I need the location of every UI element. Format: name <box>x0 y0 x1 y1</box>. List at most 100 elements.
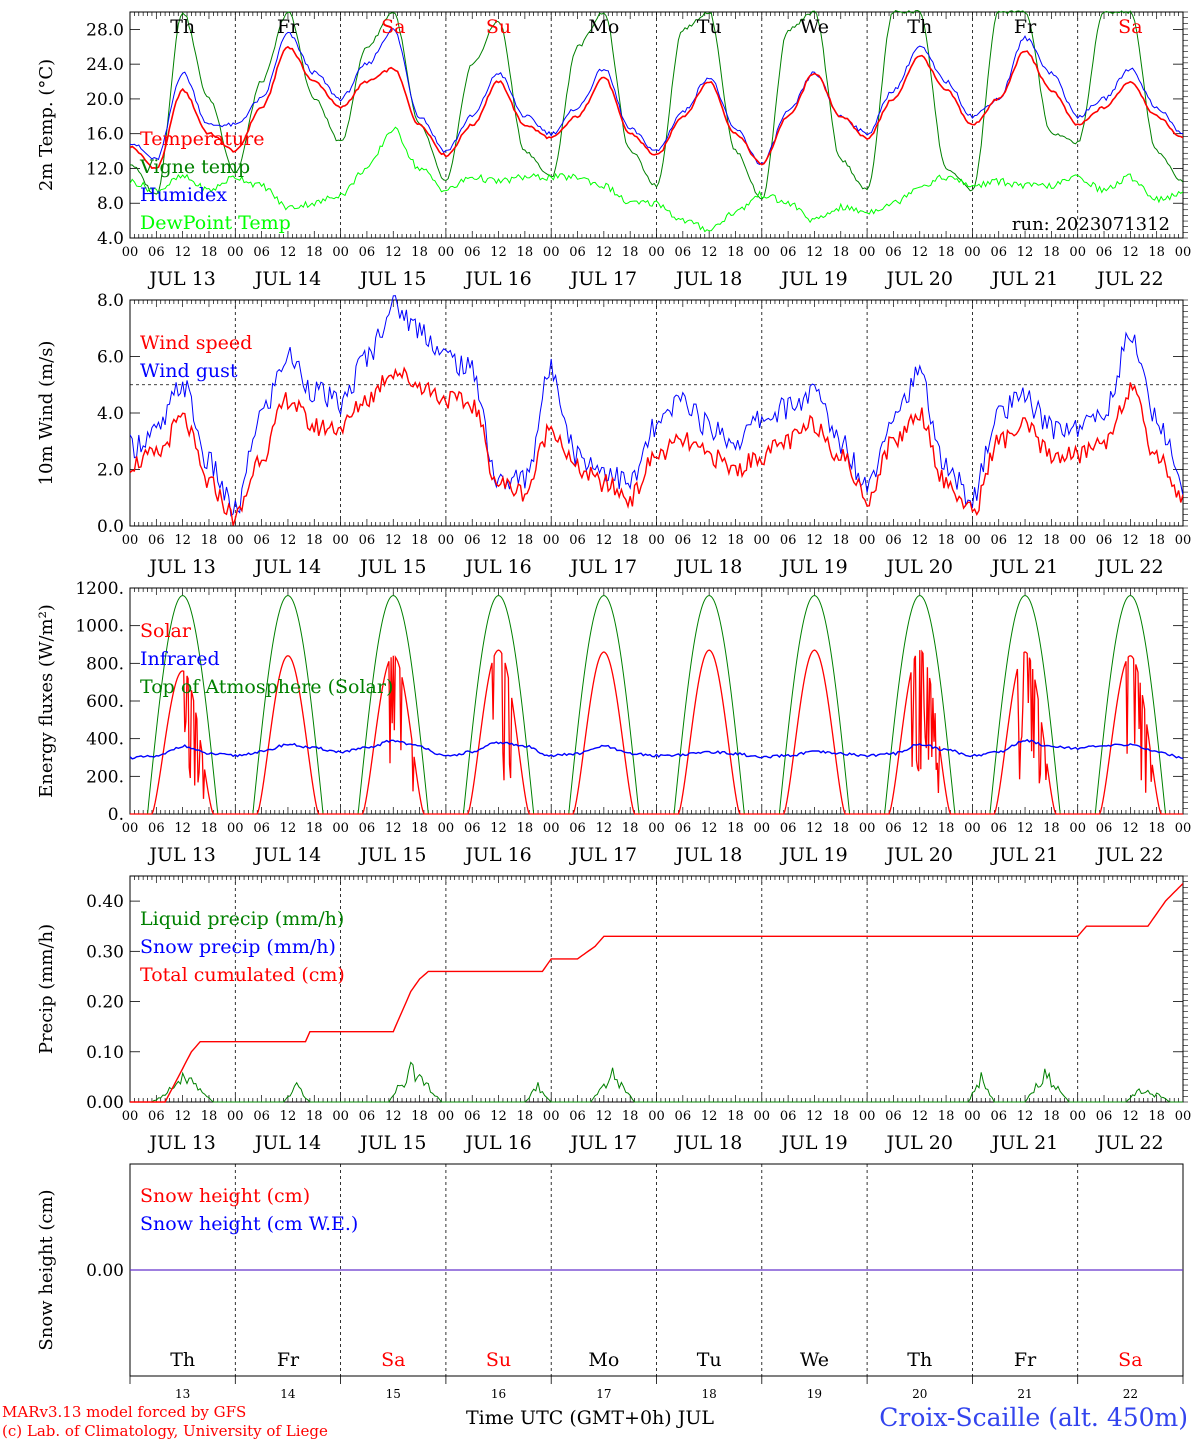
hour-tick-label: 18 <box>411 533 428 548</box>
date-label: JUL 18 <box>674 268 742 290</box>
hour-tick-label: 00 <box>227 821 244 836</box>
y-tick-label: 0.0 <box>97 517 124 537</box>
hour-tick-label: 12 <box>490 1109 507 1124</box>
hour-tick-label: 06 <box>1096 821 1113 836</box>
hour-tick-label: 00 <box>1069 245 1086 260</box>
day-name-label: Tu <box>697 16 722 38</box>
day-number: 18 <box>702 1387 717 1401</box>
series-dewpoint-temp <box>130 126 1183 233</box>
hour-tick-label: 12 <box>174 245 191 260</box>
date-label: JUL 17 <box>569 1132 637 1154</box>
hour-tick-label: 18 <box>833 821 850 836</box>
y-tick-label: 800. <box>86 654 124 674</box>
day-name-label: Sa <box>381 1349 405 1371</box>
hour-tick-label: 00 <box>543 821 560 836</box>
legend-entry: Top of Atmosphere (Solar) <box>140 676 393 698</box>
day-name-label: Su <box>486 16 511 38</box>
hour-tick-label: 12 <box>806 533 823 548</box>
hour-tick-label: 18 <box>201 1109 218 1124</box>
hour-tick-label: 12 <box>596 533 613 548</box>
hour-tick-label: 00 <box>438 1109 455 1124</box>
hour-tick-label: 18 <box>622 1109 639 1124</box>
day-name-label: Sa <box>1118 1349 1142 1371</box>
hour-tick-label: 00 <box>1175 1109 1192 1124</box>
hour-tick-label: 18 <box>306 1109 323 1124</box>
series-liquid-precip <box>130 1061 1183 1103</box>
y-tick-label: 0.00 <box>86 1093 124 1113</box>
hour-tick-label: 18 <box>1148 821 1165 836</box>
hour-tick-label: 06 <box>569 1109 586 1124</box>
y-tick-label: 12.0 <box>86 159 124 179</box>
day-name-label: Su <box>486 1349 511 1371</box>
y-tick-label: 1200. <box>75 579 124 599</box>
hour-tick-label: 00 <box>332 533 349 548</box>
hour-tick-label: 06 <box>464 1109 481 1124</box>
hour-tick-label: 06 <box>148 1109 165 1124</box>
legend-entry: Vigne temp <box>139 156 250 178</box>
hour-tick-label: 12 <box>596 245 613 260</box>
hour-tick-label: 00 <box>438 533 455 548</box>
day-name-label: Fr <box>1014 1349 1037 1371</box>
hour-tick-label: 18 <box>201 245 218 260</box>
y-tick-label: 1000. <box>75 617 124 637</box>
date-label: JUL 13 <box>147 844 215 866</box>
legend-entry: Solar <box>140 620 192 642</box>
day-number: 14 <box>280 1387 296 1401</box>
hour-tick-label: 06 <box>359 1109 376 1124</box>
hour-tick-label: 18 <box>411 821 428 836</box>
hour-tick-label: 06 <box>990 821 1007 836</box>
y-axis-label: 10m Wind (m/s) <box>36 341 57 486</box>
legend-entry: Snow precip (mm/h) <box>140 936 336 958</box>
hour-tick-label: 00 <box>964 1109 981 1124</box>
hour-tick-label: 18 <box>938 533 955 548</box>
hour-tick-label: 00 <box>859 1109 876 1124</box>
hour-tick-label: 06 <box>148 245 165 260</box>
hour-tick-label: 06 <box>780 533 797 548</box>
plot-area <box>130 295 1183 526</box>
hour-tick-label: 18 <box>517 533 534 548</box>
hour-tick-label: 12 <box>806 821 823 836</box>
day-number: 13 <box>175 1387 190 1401</box>
date-label: JUL 13 <box>147 268 215 290</box>
y-tick-label: 2.0 <box>97 461 124 481</box>
date-label: JUL 16 <box>463 556 531 578</box>
day-name-label: Sa <box>381 16 405 38</box>
y-tick-label: 0. <box>108 805 124 825</box>
legend-entry: Snow height (cm) <box>140 1185 310 1207</box>
hour-tick-label: 00 <box>1175 533 1192 548</box>
hour-tick-label: 12 <box>385 533 402 548</box>
hour-tick-label: 18 <box>622 245 639 260</box>
credit-line-1: MARv3.13 model forced by GFS <box>2 1403 246 1421</box>
day-name-label: Th <box>907 16 932 38</box>
hour-tick-label: 18 <box>411 245 428 260</box>
y-tick-label: 600. <box>86 692 124 712</box>
hour-tick-label: 18 <box>201 533 218 548</box>
hour-tick-label: 06 <box>675 1109 692 1124</box>
plot-area <box>130 883 1183 1103</box>
hour-tick-label: 18 <box>1043 1109 1060 1124</box>
x-axis-title: Time UTC (GMT+0h) JUL <box>466 1407 714 1429</box>
hour-tick-label: 18 <box>1043 533 1060 548</box>
hour-tick-label: 06 <box>885 245 902 260</box>
hour-tick-label: 00 <box>648 1109 665 1124</box>
hour-tick-label: 00 <box>859 821 876 836</box>
y-tick-label: 8.0 <box>97 291 124 311</box>
series-wind-speed <box>130 366 1183 526</box>
hour-tick-label: 00 <box>648 533 665 548</box>
y-tick-label: 0.30 <box>86 942 124 962</box>
date-label: JUL 14 <box>253 1132 321 1154</box>
hour-tick-label: 18 <box>306 533 323 548</box>
hour-tick-label: 06 <box>148 533 165 548</box>
legend-entry: Snow height (cm W.E.) <box>140 1213 358 1235</box>
hour-tick-label: 12 <box>280 821 297 836</box>
date-label: JUL 21 <box>990 556 1058 578</box>
hour-tick-label: 06 <box>464 245 481 260</box>
day-number: 19 <box>807 1387 822 1401</box>
hour-tick-label: 12 <box>911 1109 928 1124</box>
day-name-label: We <box>800 1349 829 1371</box>
hour-tick-label: 12 <box>701 245 718 260</box>
y-tick-label: 16.0 <box>86 125 124 145</box>
hour-tick-label: 12 <box>1017 245 1034 260</box>
hour-tick-label: 18 <box>833 533 850 548</box>
date-label: JUL 14 <box>253 268 321 290</box>
